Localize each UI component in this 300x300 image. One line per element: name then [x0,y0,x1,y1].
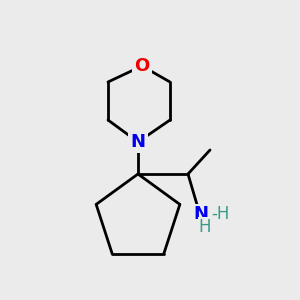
Text: N: N [130,133,146,151]
Text: O: O [134,57,150,75]
Text: N: N [194,205,208,223]
Text: -H: -H [211,205,230,223]
Text: H: H [199,218,211,236]
